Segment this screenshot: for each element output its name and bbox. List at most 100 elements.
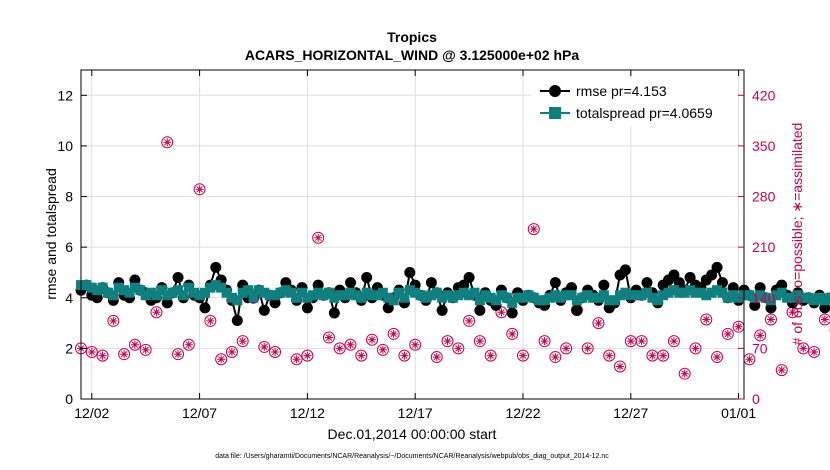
possible-obs-point — [366, 333, 379, 346]
assimilated-obs-point — [713, 353, 722, 362]
rmse-point — [301, 302, 313, 314]
rmse-point — [706, 269, 718, 281]
totalspread-point — [464, 290, 475, 301]
totalspread-point — [814, 292, 825, 303]
totalspread-point — [302, 292, 313, 303]
series-layer — [75, 136, 830, 380]
totalspread-point — [194, 290, 205, 301]
possible-obs-point — [290, 353, 303, 366]
totalspread-point — [323, 287, 334, 298]
totalspread-point — [383, 292, 394, 303]
totalspread-point — [728, 290, 739, 301]
assimilated-obs-point — [368, 335, 377, 344]
totalspread-point — [491, 295, 502, 306]
assimilated-obs-point — [659, 351, 668, 360]
rmse-point — [711, 261, 723, 273]
rmse-point — [668, 269, 680, 281]
assimilated-obs-point — [519, 351, 527, 360]
totalspread-point — [264, 290, 275, 301]
rmse-point — [345, 277, 357, 289]
asterisk-stroke — [767, 316, 775, 323]
assimilated-obs-point — [432, 353, 441, 362]
asterisk-stroke — [821, 316, 829, 323]
y-tick-label: 10 — [57, 138, 73, 154]
assimilated-obs-point — [756, 331, 765, 340]
asterisk-stroke — [649, 352, 656, 359]
totalspread-point — [825, 292, 830, 303]
totalspread-point — [108, 290, 119, 301]
assimilated-obs-point — [174, 350, 183, 359]
assimilated-obs-point — [184, 340, 193, 349]
y2-axis-label: # of obs: o=possible; ∗=assimilated — [789, 123, 805, 346]
assimilated-obs-point — [163, 138, 172, 147]
x-tick-label: 01/01 — [721, 405, 756, 421]
asterisk-stroke — [810, 348, 818, 356]
assimilated-obs-point — [562, 344, 571, 353]
asterisk-stroke — [379, 346, 387, 353]
asterisk-stroke — [713, 353, 721, 361]
possible-obs-point — [322, 331, 335, 344]
asterisk-stroke — [185, 341, 192, 348]
totalspread-point — [539, 295, 550, 306]
possible-obs-point — [527, 223, 540, 236]
totalspread-point — [550, 290, 561, 301]
possible-obs-point — [312, 231, 325, 244]
assimilated-obs-point — [411, 340, 420, 349]
assimilated-obs-point — [648, 351, 657, 360]
assimilated-obs-point — [303, 351, 312, 360]
totalspread-point — [437, 292, 448, 303]
totalspread-point — [210, 280, 221, 291]
possible-obs-point — [225, 346, 238, 358]
rmse-line — [80, 264, 830, 321]
totalspread-point — [658, 290, 669, 301]
totalspread-point — [620, 287, 631, 298]
totalspread-point — [712, 285, 723, 296]
assimilated-obs-point — [238, 337, 247, 346]
legend-spread-label: totalspread pr=4.0659 — [576, 105, 713, 121]
possible-obs-point — [215, 353, 228, 366]
possible-obs-point — [128, 338, 141, 351]
totalspread-point — [404, 285, 415, 296]
asterisk-stroke — [530, 225, 537, 233]
rmse-point — [258, 304, 270, 316]
y2-tick-label: 0 — [752, 391, 760, 407]
rmse-point — [172, 272, 184, 284]
assimilated-obs-point — [378, 345, 387, 354]
y-tick-label: 4 — [65, 290, 73, 306]
rmse-point — [506, 307, 518, 319]
asterisk-stroke — [692, 345, 699, 352]
asterisk-stroke — [315, 234, 322, 241]
possible-obs-point — [376, 343, 389, 356]
assimilated-obs-point — [810, 348, 819, 356]
asterisk-stroke — [562, 345, 570, 352]
totalspread-point — [173, 285, 184, 296]
y2-tick-label: 210 — [752, 239, 776, 255]
x-tick-label: 12/07 — [182, 405, 217, 421]
totalspread-point — [102, 287, 113, 298]
totalspread-point — [582, 290, 593, 301]
totalspread-point — [615, 290, 626, 301]
plot-frame — [80, 69, 745, 400]
asterisk-stroke — [778, 366, 785, 374]
assimilated-obs-point — [152, 308, 161, 317]
totalspread-point — [367, 290, 378, 301]
asterisk-stroke — [509, 330, 516, 338]
asterisk-stroke — [519, 352, 527, 359]
asterisk-stroke — [670, 338, 678, 345]
totalspread-point — [566, 290, 577, 301]
asterisk-stroke — [196, 186, 203, 193]
rmse-point — [231, 315, 243, 327]
rmse-point — [571, 304, 583, 316]
possible-obs-point — [484, 349, 497, 362]
rmse-point — [404, 266, 416, 278]
totalspread-point — [431, 287, 442, 298]
possible-obs-point — [441, 335, 454, 348]
assimilated-obs-point — [346, 340, 355, 349]
totalspread-point — [86, 282, 97, 293]
y-tick-label: 0 — [65, 391, 73, 407]
possible-obs-point — [721, 327, 734, 340]
rmse-point — [641, 277, 653, 289]
totalspread-point — [588, 292, 599, 303]
asterisk-stroke — [358, 352, 365, 359]
